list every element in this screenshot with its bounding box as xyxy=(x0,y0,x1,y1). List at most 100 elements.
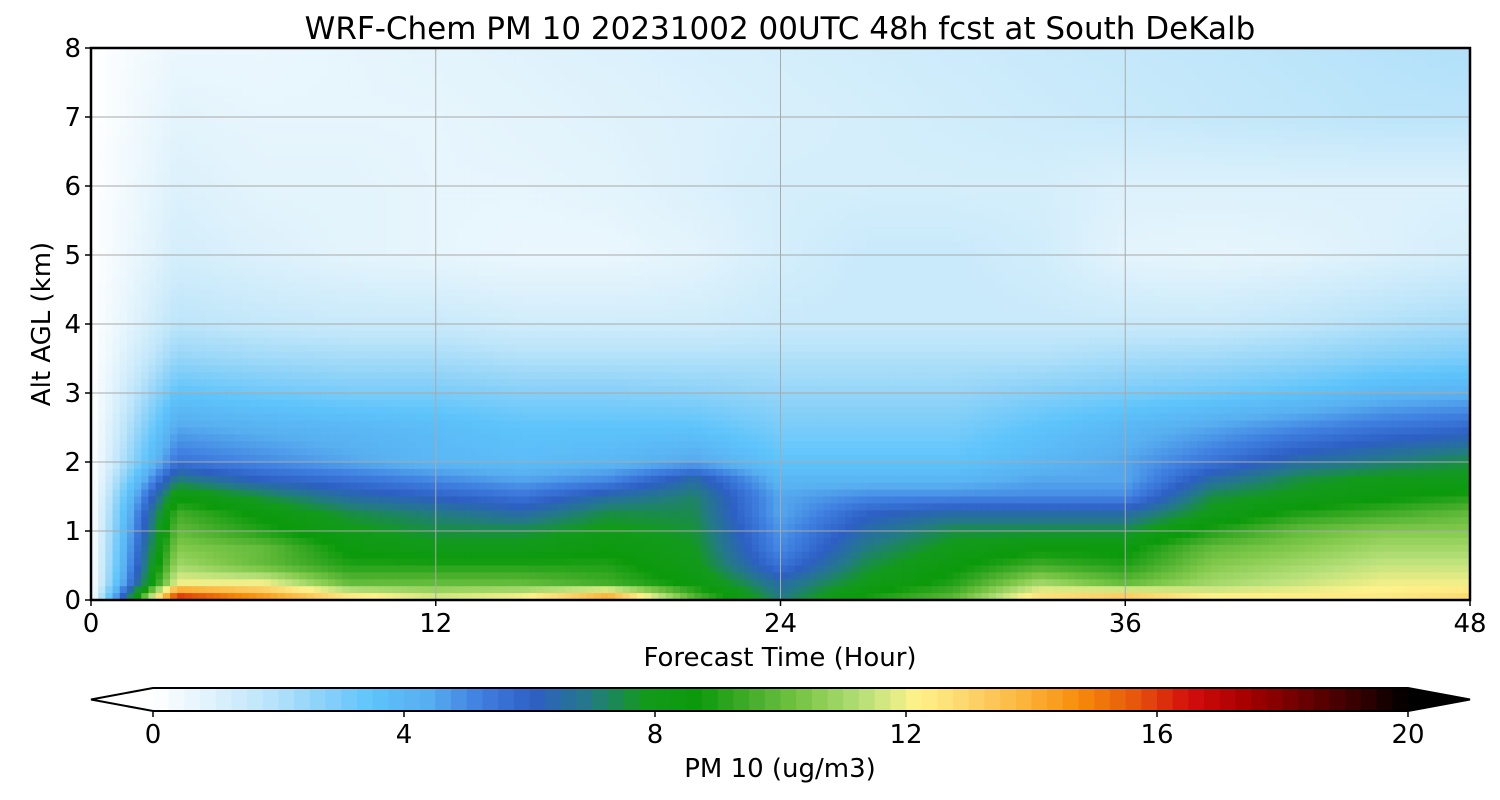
heatmap-cell xyxy=(1247,96,1256,104)
heatmap-cell xyxy=(148,179,157,187)
heatmap-cell xyxy=(385,192,394,201)
heatmap-cell xyxy=(299,117,308,125)
heatmap-cell xyxy=(866,103,875,111)
heatmap-cell xyxy=(141,61,150,70)
heatmap-cell xyxy=(170,220,178,228)
heatmap-cell xyxy=(579,130,588,139)
heatmap-cell xyxy=(299,123,308,132)
heatmap-cell xyxy=(335,213,343,222)
heatmap-cell xyxy=(794,82,803,90)
heatmap-cell xyxy=(1039,110,1047,118)
heatmap-cell xyxy=(1311,103,1320,111)
heatmap-cell xyxy=(615,220,624,228)
heatmap-cell xyxy=(1211,206,1220,215)
heatmap-cell xyxy=(363,75,372,84)
heatmap-cell xyxy=(263,206,272,215)
heatmap-cell xyxy=(1297,213,1306,222)
heatmap-cell xyxy=(1017,137,1026,146)
heatmap-cell xyxy=(837,179,846,187)
heatmap-cell xyxy=(1254,68,1263,77)
heatmap-cell xyxy=(658,68,667,77)
heatmap-cell xyxy=(1426,130,1435,139)
heatmap-cell xyxy=(1319,96,1327,104)
heatmap-cell xyxy=(1039,103,1047,111)
heatmap-cell xyxy=(1146,213,1155,222)
heatmap-cell xyxy=(1189,165,1198,173)
heatmap-cell xyxy=(644,179,652,187)
heatmap-cell xyxy=(1175,123,1184,132)
heatmap-cell xyxy=(1261,123,1270,132)
heatmap-cell xyxy=(1311,158,1320,166)
heatmap-cell xyxy=(866,89,875,97)
heatmap-cell xyxy=(751,220,760,228)
heatmap-cell xyxy=(464,220,473,228)
heatmap-cell xyxy=(622,165,631,173)
heatmap-cell xyxy=(1089,220,1098,228)
heatmap-cell xyxy=(1218,213,1227,222)
heatmap-cell xyxy=(1003,110,1011,118)
heatmap-cell xyxy=(830,192,839,201)
heatmap-cell xyxy=(1175,199,1184,208)
heatmap-cell xyxy=(126,151,135,159)
heatmap-cell xyxy=(557,192,566,201)
heatmap-cell xyxy=(450,96,458,104)
heatmap-cell xyxy=(320,151,329,159)
heatmap-cell xyxy=(687,68,695,77)
heatmap-cell xyxy=(1175,117,1184,125)
heatmap-cell xyxy=(679,199,688,208)
heatmap-cell xyxy=(744,123,753,132)
heatmap-cell xyxy=(1376,158,1385,166)
heatmap-cell xyxy=(629,172,638,180)
heatmap-cell xyxy=(126,110,135,118)
heatmap-cell xyxy=(1426,144,1435,153)
heatmap-cell xyxy=(234,123,243,132)
heatmap-cell xyxy=(507,186,516,194)
heatmap-cell xyxy=(227,179,236,187)
heatmap-cell xyxy=(787,48,796,56)
heatmap-cell xyxy=(342,48,351,56)
heatmap-cell xyxy=(241,186,250,194)
heatmap-cell xyxy=(162,213,171,222)
heatmap-cell xyxy=(407,158,415,166)
heatmap-cell xyxy=(557,137,566,146)
heatmap-cell xyxy=(715,206,724,215)
heatmap-cell xyxy=(931,213,940,222)
heatmap-cell xyxy=(134,89,142,97)
heatmap-cell xyxy=(1024,54,1033,63)
heatmap-cell xyxy=(565,123,573,132)
heatmap-cell xyxy=(356,82,365,90)
heatmap-cell xyxy=(593,123,602,132)
heatmap-cell xyxy=(1096,48,1105,56)
heatmap-cell xyxy=(1383,54,1392,63)
heatmap-cell xyxy=(335,192,343,201)
heatmap-cell xyxy=(938,61,947,70)
heatmap-cell xyxy=(1362,165,1371,173)
heatmap-cell xyxy=(155,213,164,222)
heatmap-cell xyxy=(916,117,925,125)
heatmap-cell xyxy=(1383,89,1392,97)
heatmap-cell xyxy=(500,82,509,90)
heatmap-cell xyxy=(787,144,796,153)
heatmap-cell xyxy=(1390,172,1399,180)
heatmap-cell xyxy=(701,123,710,132)
heatmap-cell xyxy=(1046,220,1055,228)
heatmap-cell xyxy=(335,165,343,173)
heatmap-cell xyxy=(363,123,372,132)
heatmap-cell xyxy=(701,48,710,56)
heatmap-cell xyxy=(672,103,681,111)
heatmap-cell xyxy=(148,82,157,90)
heatmap-cell xyxy=(1082,61,1090,70)
heatmap-cell xyxy=(349,165,358,173)
heatmap-cell xyxy=(191,130,200,139)
heatmap-cell xyxy=(1089,96,1098,104)
heatmap-cell xyxy=(1161,144,1169,153)
heatmap-cell xyxy=(478,179,487,187)
heatmap-cell xyxy=(256,123,264,132)
heatmap-cell xyxy=(981,158,990,166)
heatmap-cell xyxy=(952,186,961,194)
heatmap-cell xyxy=(486,179,494,187)
heatmap-cell xyxy=(701,54,710,63)
heatmap-cell xyxy=(679,137,688,146)
heatmap-cell xyxy=(873,186,882,194)
heatmap-cell xyxy=(909,89,918,97)
